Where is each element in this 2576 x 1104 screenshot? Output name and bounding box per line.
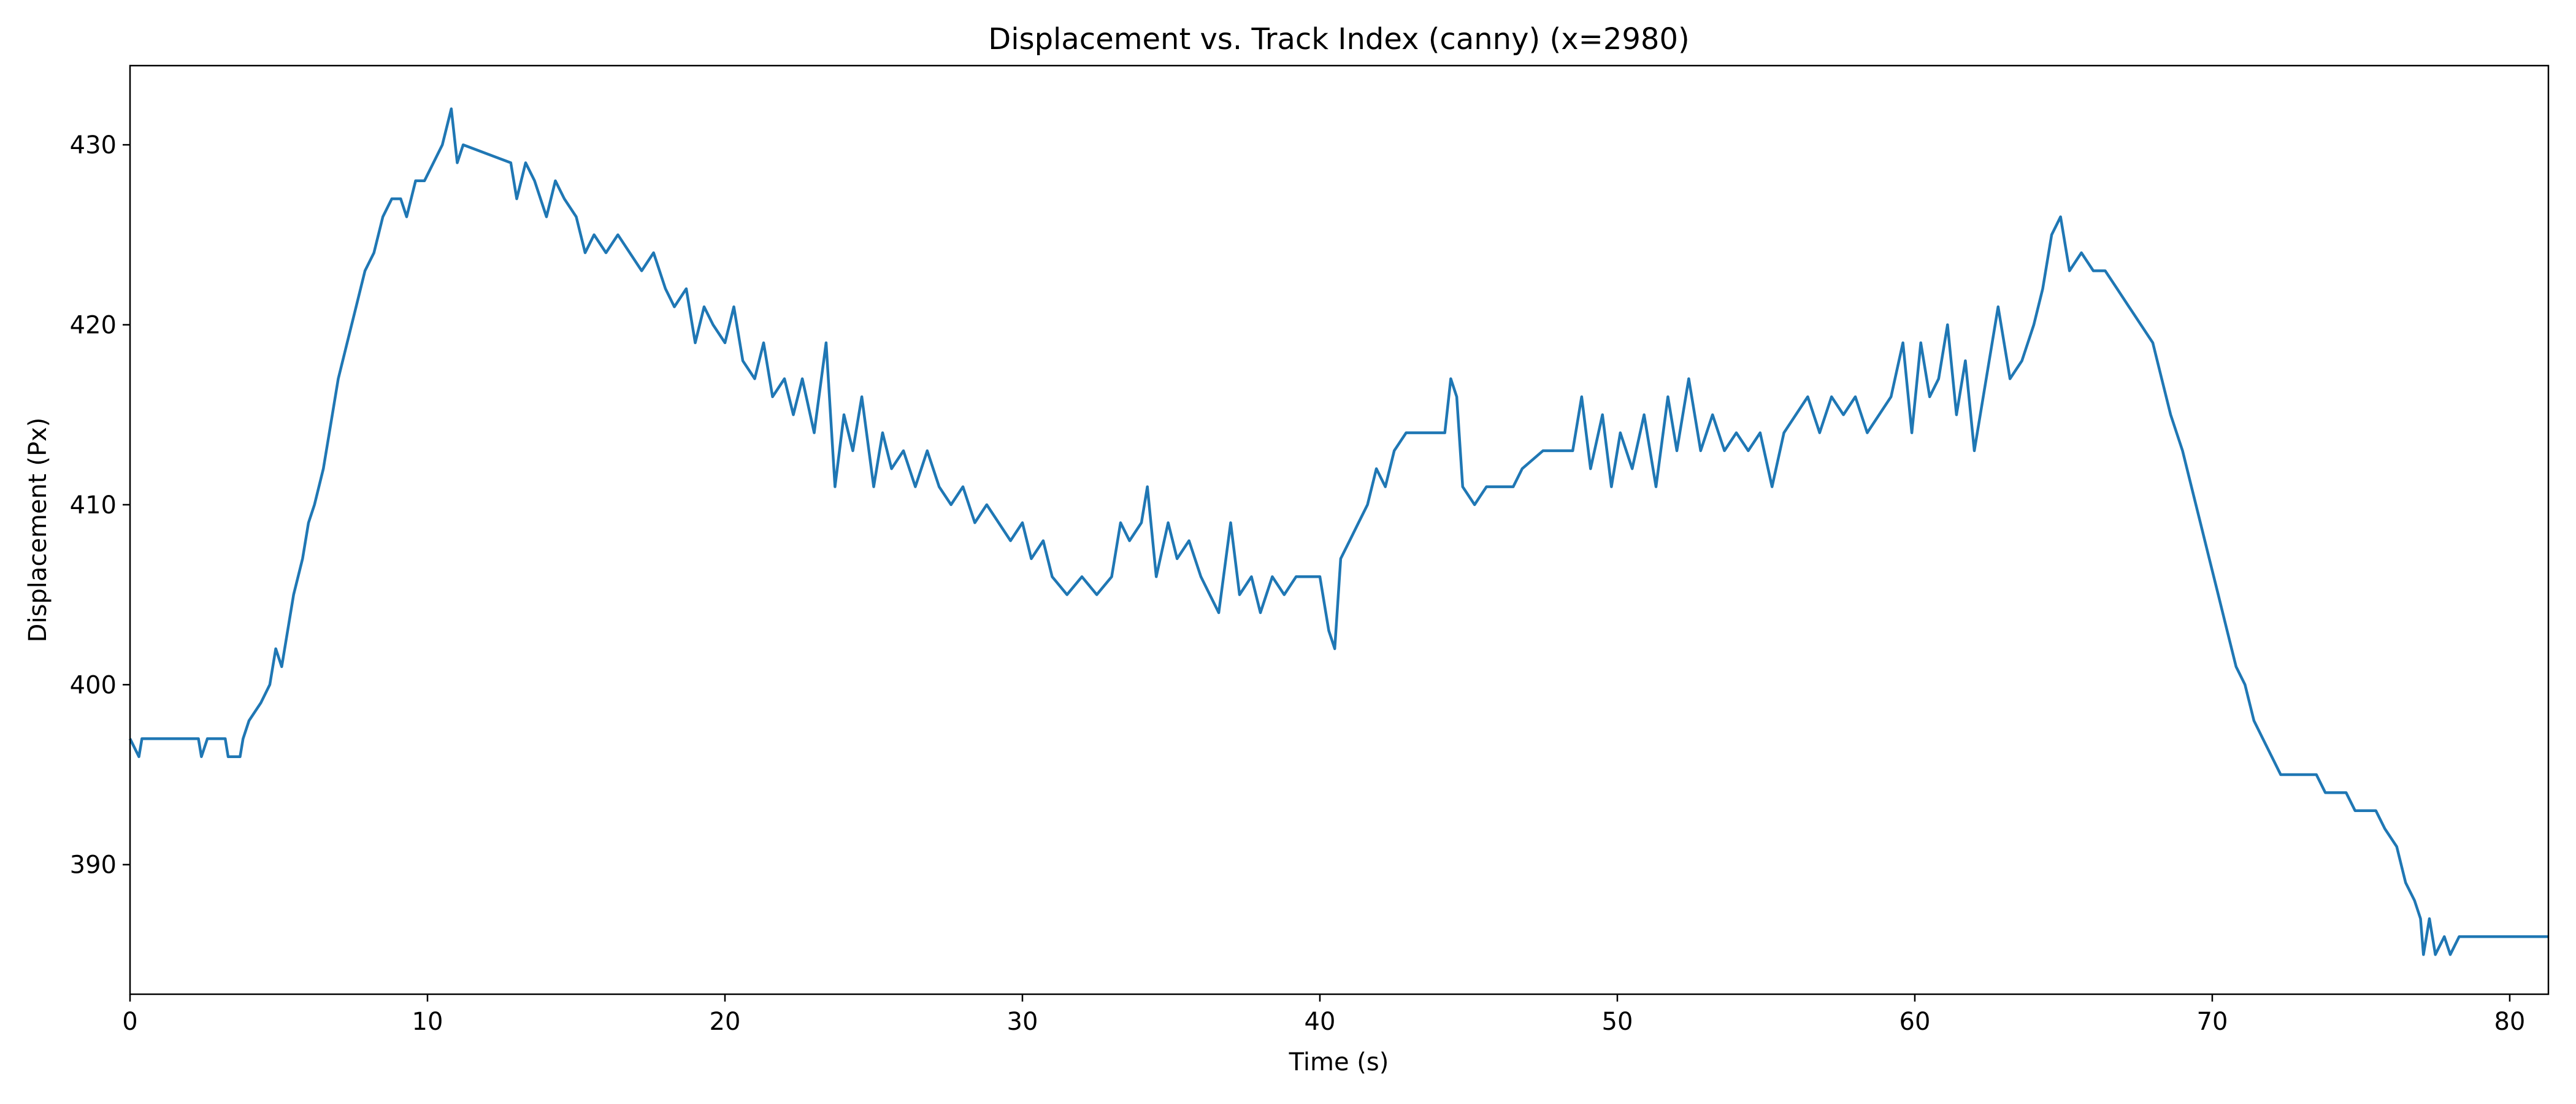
x-tick-label: 40: [1305, 1008, 1336, 1036]
chart-title: Displacement vs. Track Index (canny) (x=…: [988, 22, 1689, 56]
x-tick-label: 70: [2197, 1008, 2228, 1036]
x-tick-label: 0: [122, 1008, 137, 1036]
y-tick-label: 410: [70, 491, 117, 519]
data-line: [128, 107, 2548, 956]
y-axis-label: Displacement (Px): [24, 418, 52, 643]
x-tick-label: 60: [1899, 1008, 1931, 1036]
plot-frame: [129, 64, 2550, 995]
y-tick-label: 430: [70, 131, 117, 159]
x-tick-label: 80: [2494, 1008, 2525, 1036]
x-tick-label: 20: [710, 1008, 741, 1036]
x-tick-label: 50: [1602, 1008, 1633, 1036]
y-tick-label: 420: [70, 312, 117, 340]
y-tick-label: 400: [70, 671, 117, 699]
x-tick-label: 10: [412, 1008, 443, 1036]
x-tick-label: 30: [1007, 1008, 1038, 1036]
y-tick-label: 390: [70, 851, 117, 880]
x-axis-label: Time (s): [1289, 1048, 1389, 1076]
